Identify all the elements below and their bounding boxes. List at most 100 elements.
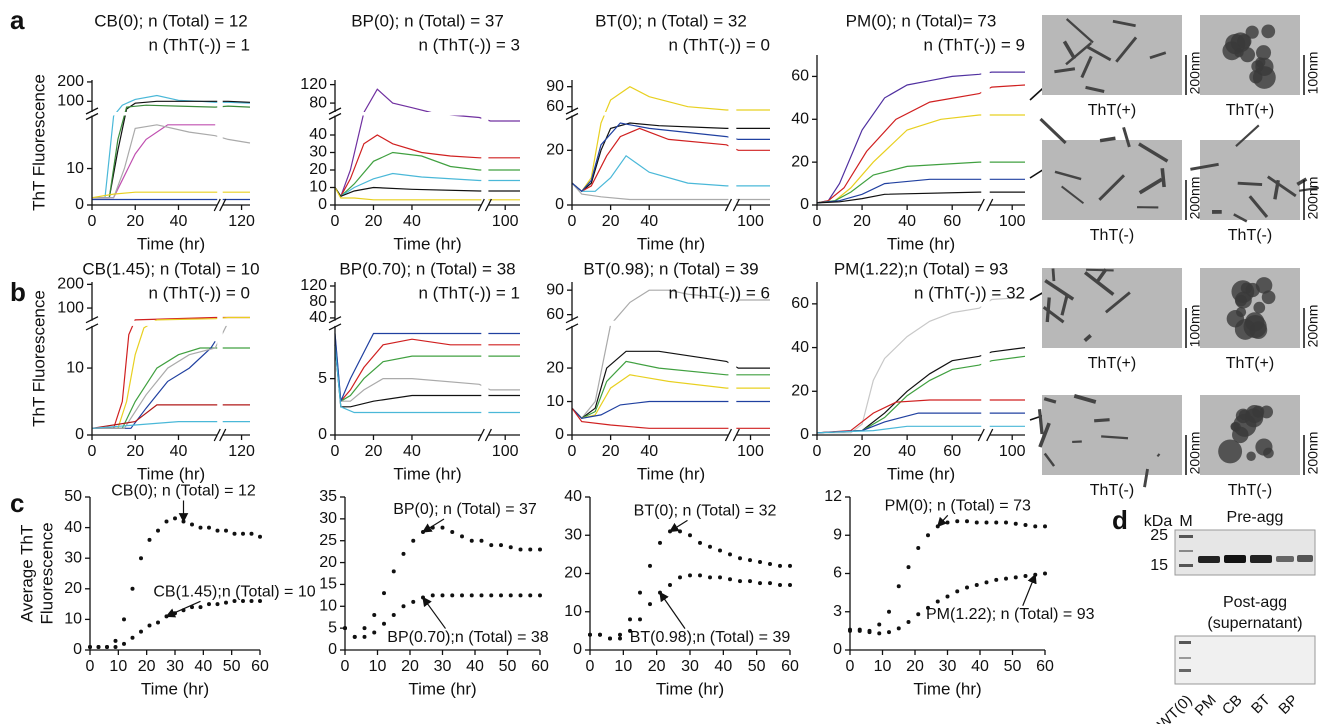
micrograph-label: ThT(-) (1228, 227, 1272, 244)
micrograph-label: ThT(-) (1228, 482, 1272, 499)
data-point (207, 602, 211, 607)
break-mark (85, 107, 99, 121)
x-tick-label: 20 (401, 658, 419, 675)
data-point (718, 575, 722, 580)
texture (1065, 18, 1094, 44)
y-tick-label: 20 (546, 142, 564, 159)
texture (1149, 51, 1167, 60)
x-tick-label: 60 (943, 443, 961, 460)
texture (1085, 85, 1105, 93)
trace (91, 404, 250, 429)
trace (816, 412, 1025, 434)
data-point (499, 543, 503, 548)
data-point (508, 593, 513, 598)
micrograph: 100nm ThT(+) (1200, 15, 1321, 119)
gel-marker-size: 15 (1150, 557, 1168, 574)
data-point (198, 525, 203, 530)
x-tick-label: 20 (365, 443, 383, 460)
x-axis-label: Time (hr) (137, 234, 205, 253)
data-point (896, 626, 901, 631)
axis-break (981, 49, 990, 211)
x-tick-label: 0 (813, 443, 822, 460)
data-point (906, 619, 911, 624)
texture (1073, 394, 1097, 404)
panel-label: b (10, 277, 26, 307)
data-point (382, 591, 386, 596)
data-point (994, 577, 999, 582)
axis-break (86, 112, 250, 116)
axis-break (481, 74, 489, 211)
chart-title: CB(0); n (Total) = 12 (94, 11, 248, 30)
texture (1054, 170, 1082, 181)
x-tick-label: 20 (906, 658, 924, 675)
data-point (916, 546, 921, 550)
data-point (857, 628, 862, 633)
texture (1237, 181, 1263, 187)
x-tick-label: 100 (999, 443, 1026, 460)
x-axis-label: Time (hr) (393, 464, 461, 483)
y-tick-label: 0 (555, 196, 564, 213)
chart: BP(0); n (Total) = 37 BP(0.70);n (Total) … (319, 488, 549, 698)
trace (816, 84, 1026, 204)
data-point (708, 544, 712, 549)
data-point (994, 520, 999, 525)
data-point (698, 540, 702, 545)
gel-image (1174, 635, 1316, 685)
trace (571, 350, 770, 420)
break-mark (213, 428, 227, 442)
data-point (867, 630, 872, 635)
x-tick-label: 30 (681, 658, 699, 675)
trace (571, 289, 770, 420)
x-tick-label: 60 (251, 658, 269, 675)
chart: 0 10 20 60 90 0 20 40 100 Time (hr) BT(0.98); n (T… (546, 259, 770, 483)
texture (1245, 282, 1260, 298)
x-axis-label: Time (hr) (913, 679, 981, 698)
y-tick-label: 20 (64, 580, 82, 597)
data-point (479, 593, 484, 598)
data-point (173, 516, 177, 521)
texture (1273, 179, 1280, 200)
texture (1138, 177, 1163, 195)
trace (92, 340, 216, 429)
data-point (224, 528, 228, 533)
x-tick-label: 10 (614, 658, 632, 675)
data-point (1004, 520, 1008, 525)
data-point (352, 634, 357, 639)
y-tick-label: 200 (57, 276, 84, 293)
y-axis-label: Average ThT (17, 525, 36, 623)
x-axis-label: Time (hr) (887, 234, 955, 253)
break-mark (724, 428, 740, 442)
y-tick-label: 200 (57, 73, 84, 90)
scale-label: 200nm (1305, 432, 1321, 475)
data-point (748, 579, 752, 584)
texture (1122, 126, 1131, 148)
y-tick-label: 20 (309, 161, 327, 178)
y-tick-label: 20 (564, 565, 582, 582)
chart-title: PM(0); n (Total)= 73 (846, 11, 997, 30)
break-mark (977, 428, 994, 442)
chart-subtitle: n (ThT(-)) = 1 (418, 283, 520, 302)
data-point (156, 528, 160, 533)
texture (1061, 185, 1085, 205)
x-tick-label: 40 (170, 443, 188, 460)
data-point (122, 617, 126, 622)
data-point (955, 589, 960, 594)
x-tick-label: 20 (126, 443, 144, 460)
data-point (916, 612, 921, 617)
trace (571, 154, 770, 192)
data-point (139, 556, 143, 561)
data-point (984, 520, 989, 525)
data-point (608, 636, 612, 641)
y-tick-label: 35 (319, 488, 337, 505)
x-tick-label: 20 (126, 213, 144, 230)
micrograph-label: ThT(+) (1088, 355, 1136, 372)
texture (1235, 307, 1247, 318)
data-point (122, 641, 126, 646)
chart-title: CB(1.45); n (Total) = 10 (82, 259, 259, 278)
x-tick-label: 10 (109, 658, 127, 675)
chart-subtitle: n (ThT(-)) = 9 (923, 35, 1025, 54)
y-tick-label: 40 (309, 126, 327, 143)
data-point (788, 563, 792, 568)
trace (92, 321, 251, 429)
x-tick-label: 0 (88, 213, 97, 230)
